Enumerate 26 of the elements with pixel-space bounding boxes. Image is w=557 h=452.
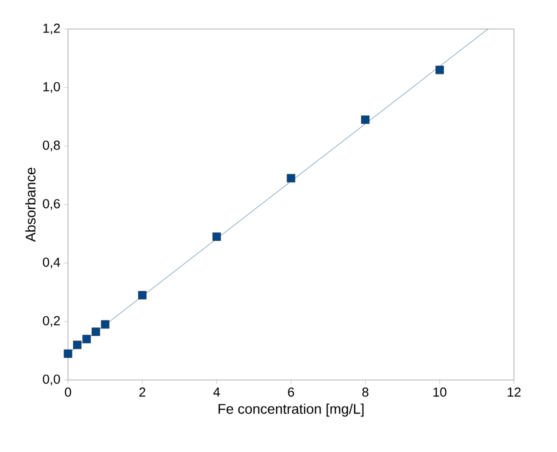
x-tick-label: 6 [288, 388, 294, 397]
point [286, 174, 296, 182]
point [82, 334, 91, 344]
y-tick-label: 0,2 [42, 316, 60, 327]
x-tick-label: 12 [508, 388, 521, 397]
point [435, 66, 444, 74]
x-tick-label: 10 [433, 388, 446, 397]
y-tick-label: 0,4 [42, 258, 60, 268]
point [73, 340, 82, 350]
x-tick-label: 0 [64, 388, 72, 397]
point [100, 320, 110, 329]
point [138, 290, 147, 300]
x-axis-title: Fe concentration [mg/L] [218, 404, 364, 417]
point [361, 115, 370, 124]
point [92, 328, 100, 336]
x-tick-label: 4 [213, 388, 220, 396]
point [64, 349, 72, 358]
y-tick-label: 1,0 [43, 82, 60, 93]
y-tick-label: 0,6 [42, 199, 60, 210]
y-tick-label: 0,0 [42, 374, 60, 386]
point [212, 232, 221, 241]
x-tick-label: 2 [139, 388, 146, 397]
y-tick-label: 1,2 [43, 24, 60, 34]
y-axis-title: Absorbance [25, 168, 36, 242]
y-tick-label: 0,8 [42, 140, 60, 152]
x-tick-label: 8 [362, 388, 368, 397]
